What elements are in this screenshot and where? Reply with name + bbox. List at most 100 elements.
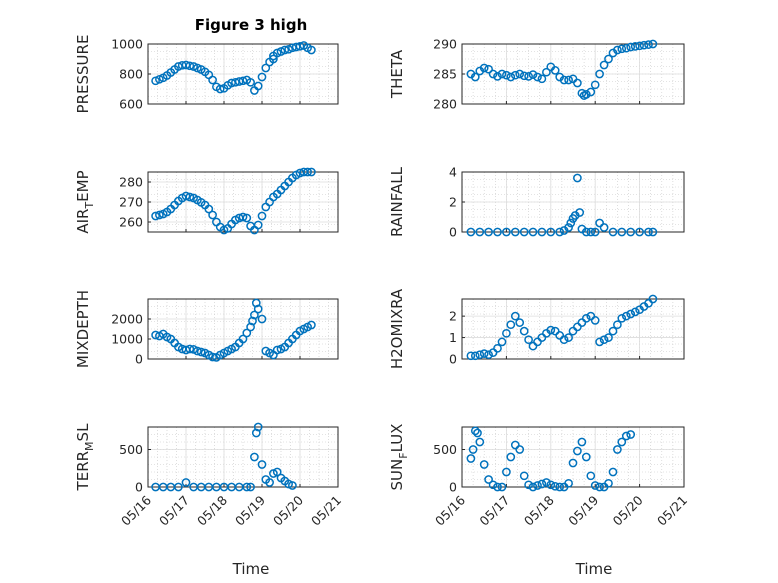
data-point — [238, 334, 248, 344]
data-point — [497, 482, 507, 492]
data-point — [242, 482, 252, 492]
y-axis-label-4: MIXDEPTH — [74, 290, 92, 368]
data-point — [204, 204, 214, 214]
data-point — [238, 212, 248, 222]
data-point — [537, 479, 547, 489]
data-point — [599, 335, 609, 345]
data-point — [502, 328, 511, 338]
x-tick-label: 05/18 — [194, 492, 230, 528]
data-point — [272, 345, 282, 355]
data-point — [493, 72, 502, 81]
data-point — [155, 210, 164, 220]
data-point — [546, 325, 556, 335]
x-axis-label-left: Time — [232, 560, 270, 578]
data-point — [466, 454, 476, 463]
data-point — [307, 45, 316, 55]
data-point — [626, 227, 636, 237]
data-point — [586, 311, 596, 321]
data-point — [621, 43, 631, 53]
data-point — [573, 446, 582, 456]
figure-title: Figure 3 high — [195, 16, 308, 34]
data-point — [250, 310, 259, 320]
data-point — [475, 227, 485, 237]
data-point — [208, 75, 217, 85]
data-point — [484, 350, 493, 360]
data-point — [497, 337, 507, 347]
data-point — [185, 192, 195, 202]
data-point — [515, 69, 525, 79]
data-point — [550, 66, 560, 75]
data-point — [484, 227, 493, 237]
data-point — [586, 471, 596, 481]
y-tick-label: 280 — [119, 175, 143, 190]
data-point — [555, 482, 565, 492]
y-tick-label: 280 — [433, 97, 457, 112]
data-point — [608, 326, 618, 336]
data-point — [564, 333, 573, 342]
panel-bottom-left: 0 500 05/16 05/17 05/18 05/19 05/20 05/21 TERRMS… — [74, 422, 344, 529]
data-point — [626, 430, 636, 439]
data-point — [577, 437, 587, 447]
data-point — [246, 77, 255, 87]
data-point — [488, 348, 498, 357]
data-point — [626, 309, 636, 319]
data-point — [546, 227, 556, 237]
data-point — [475, 350, 485, 360]
data-point — [568, 326, 578, 336]
data-point — [573, 78, 582, 88]
data-point — [515, 318, 525, 327]
data-point — [185, 344, 195, 354]
y-tick-label: 270 — [119, 195, 143, 210]
data-point — [257, 314, 267, 324]
x-tick-label: 05/19 — [232, 492, 268, 528]
y-axis-label-2: AIRTEMP — [74, 170, 96, 233]
data-point — [528, 227, 538, 237]
data-point — [510, 227, 520, 237]
panel-third-right: 0 1 2 H2OMIXRA — [388, 288, 685, 369]
data-point — [599, 60, 609, 70]
data-point — [604, 478, 613, 488]
data-point — [595, 69, 604, 79]
data-point — [648, 294, 658, 304]
data-point — [546, 480, 556, 490]
data-point — [473, 428, 482, 438]
data-point — [253, 81, 263, 91]
data-point — [479, 349, 489, 358]
x-tick-label: 05/20 — [270, 492, 306, 528]
data-point — [590, 481, 600, 490]
y-tick-label: 0 — [135, 352, 143, 367]
data-point — [506, 72, 516, 82]
data-point — [613, 445, 622, 454]
data-point — [208, 210, 217, 220]
x-tick-label: 05/20 — [610, 492, 646, 528]
panel-second-left: 260 270 280 AIRTEMP — [74, 167, 339, 235]
data-point — [261, 63, 271, 73]
data-point — [253, 422, 263, 432]
data-point — [626, 42, 636, 52]
data-point — [528, 482, 538, 492]
data-point — [257, 211, 267, 221]
data-point — [196, 347, 206, 357]
data-point — [617, 437, 627, 447]
data-point — [528, 70, 538, 79]
axes-box — [461, 298, 685, 360]
y-axis-label-5: H2OMIXRA — [388, 288, 406, 369]
data-point — [648, 39, 658, 49]
data-point — [497, 69, 507, 79]
y-tick-label: 500 — [119, 442, 143, 457]
data-point — [590, 227, 600, 237]
x-tick-label: 05/16 — [118, 492, 154, 528]
data-point — [595, 218, 604, 228]
data-point — [564, 223, 573, 232]
data-point — [621, 311, 631, 321]
data-point — [644, 298, 653, 308]
x-tick-label: 05/17 — [156, 493, 192, 529]
data-point — [502, 467, 511, 477]
data-point — [468, 445, 478, 454]
y-tick-label: 1 — [449, 330, 457, 345]
data-point — [303, 167, 312, 177]
y-tick-label: 290 — [433, 37, 457, 52]
data-point — [533, 337, 542, 347]
data-point — [564, 478, 573, 488]
data-point — [559, 75, 569, 85]
